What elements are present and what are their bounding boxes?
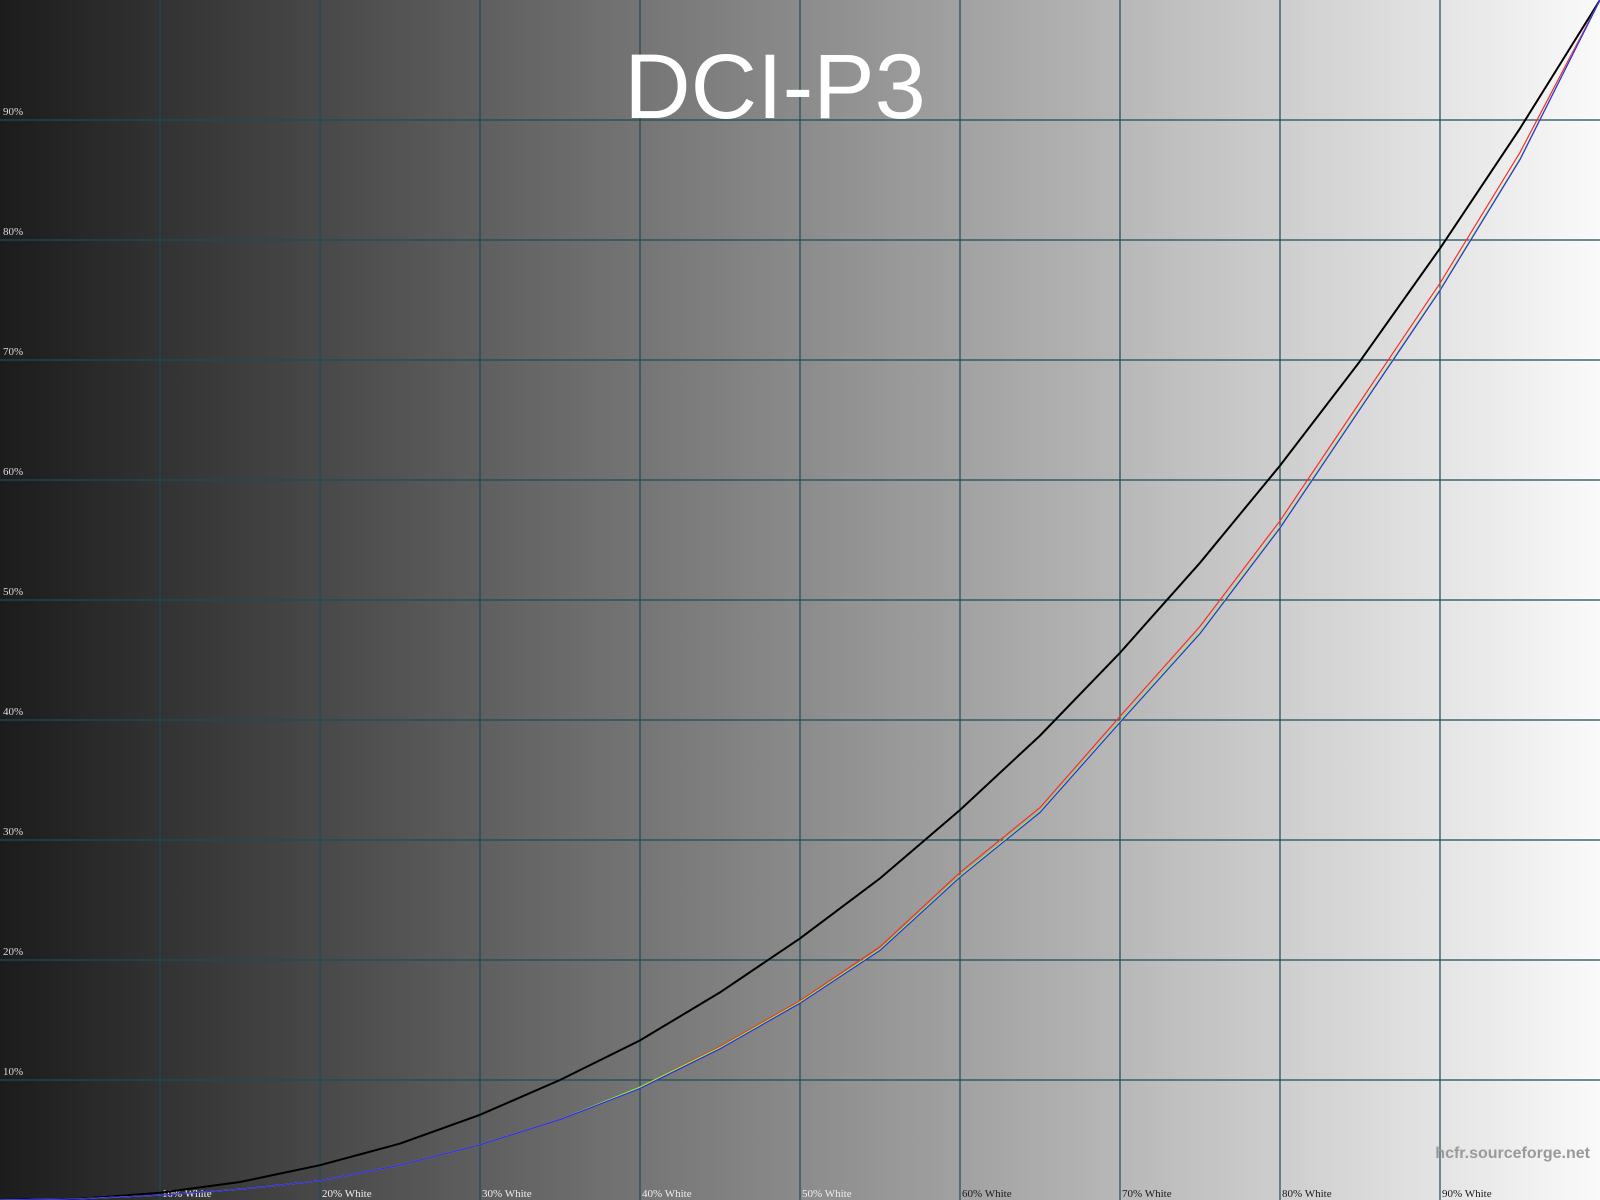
x-tick-label: 30% White <box>482 1188 532 1200</box>
y-tick-label: 80% <box>3 226 23 238</box>
y-tick-label: 10% <box>3 1066 23 1078</box>
x-tick-label: 40% White <box>642 1188 692 1200</box>
y-tick-label: 40% <box>3 706 23 718</box>
y-tick-label: 30% <box>3 826 23 838</box>
y-tick-label: 50% <box>3 586 23 598</box>
y-tick-label: 20% <box>3 946 23 958</box>
watermark: hcfr.sourceforge.net <box>1435 1145 1590 1162</box>
x-tick-label: 70% White <box>1122 1188 1172 1200</box>
x-tick-label: 20% White <box>322 1188 372 1200</box>
y-tick-label: 70% <box>3 346 23 358</box>
y-tick-label: 60% <box>3 466 23 478</box>
x-tick-label: 50% White <box>802 1188 852 1200</box>
x-tick-label: 90% White <box>1442 1188 1492 1200</box>
chart-title: DCI-P3 <box>624 36 926 138</box>
x-tick-label: 60% White <box>962 1188 1012 1200</box>
y-tick-label: 90% <box>3 106 23 118</box>
x-tick-label: 80% White <box>1282 1188 1332 1200</box>
